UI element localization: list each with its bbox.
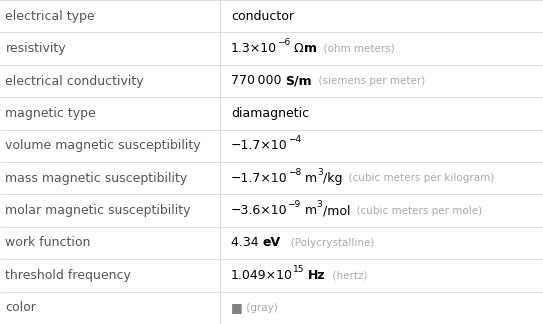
Text: eV: eV: [262, 237, 281, 249]
Text: (cubic meters per mole): (cubic meters per mole): [350, 206, 482, 215]
Text: (ohm meters): (ohm meters): [317, 44, 395, 53]
Text: (cubic meters per kilogram): (cubic meters per kilogram): [342, 173, 494, 183]
Text: /mol: /mol: [323, 204, 350, 217]
Text: (gray): (gray): [243, 303, 277, 313]
Text: −4: −4: [288, 135, 301, 145]
Text: magnetic type: magnetic type: [5, 107, 96, 120]
Text: −1.7×10: −1.7×10: [231, 172, 288, 185]
Text: 4.34: 4.34: [231, 237, 262, 249]
Text: /kg: /kg: [323, 172, 342, 185]
Text: threshold frequency: threshold frequency: [5, 269, 131, 282]
Text: m: m: [304, 42, 317, 55]
Text: Hz: Hz: [308, 269, 326, 282]
Text: color: color: [5, 301, 36, 314]
Text: electrical conductivity: electrical conductivity: [5, 75, 144, 87]
Text: 1.049×10: 1.049×10: [231, 269, 293, 282]
Text: mass magnetic susceptibility: mass magnetic susceptibility: [5, 172, 188, 185]
Text: (Polycrystalline): (Polycrystalline): [281, 238, 374, 248]
Text: molar magnetic susceptibility: molar magnetic susceptibility: [5, 204, 191, 217]
Text: diamagnetic: diamagnetic: [231, 107, 309, 120]
Text: 15: 15: [293, 265, 304, 274]
Text: −3.6×10: −3.6×10: [231, 204, 287, 217]
Text: 1.3×10: 1.3×10: [231, 42, 277, 55]
Text: 3: 3: [317, 200, 323, 209]
Text: ■: ■: [231, 301, 243, 314]
Text: (siemens per meter): (siemens per meter): [312, 76, 425, 86]
Text: 770 000: 770 000: [231, 75, 285, 87]
Text: m: m: [301, 172, 317, 185]
Text: electrical type: electrical type: [5, 10, 95, 23]
Text: work function: work function: [5, 237, 91, 249]
Text: S/m: S/m: [285, 75, 312, 87]
Text: resistivity: resistivity: [5, 42, 66, 55]
Text: m: m: [301, 204, 317, 217]
Text: −8: −8: [288, 168, 301, 177]
Text: Ω: Ω: [290, 42, 304, 55]
Text: −9: −9: [287, 200, 301, 209]
Text: −1.7×10: −1.7×10: [231, 139, 288, 152]
Text: −6: −6: [277, 38, 290, 47]
Text: conductor: conductor: [231, 10, 294, 23]
Text: (hertz): (hertz): [326, 271, 368, 280]
Text: 3: 3: [317, 168, 323, 177]
Text: volume magnetic susceptibility: volume magnetic susceptibility: [5, 139, 201, 152]
